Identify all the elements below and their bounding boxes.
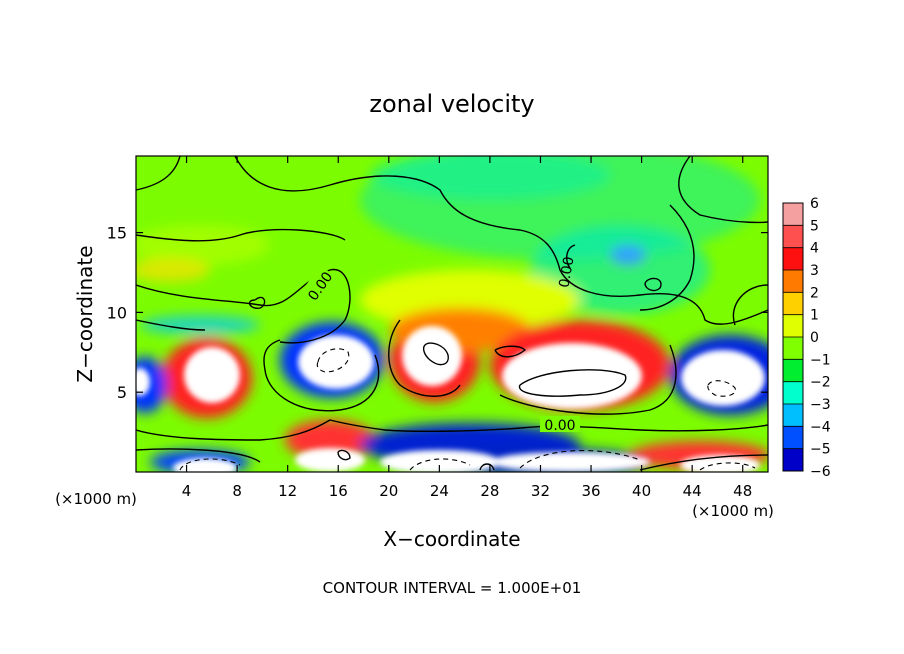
y-axis-label: Z−coordinate bbox=[73, 245, 97, 382]
contour-lines bbox=[136, 156, 768, 471]
colorbar-label: −4 bbox=[810, 419, 831, 435]
x-tick-label: 36 bbox=[581, 482, 600, 500]
x-axis-ticks: 4 8 12 16 20 24 28 32 36 40 44 48 bbox=[182, 156, 752, 500]
colorbar-band bbox=[783, 404, 803, 427]
x-tick-label: 4 bbox=[182, 482, 192, 500]
x-tick-label: 44 bbox=[683, 482, 702, 500]
contour-label: 0.00 bbox=[556, 255, 577, 288]
colorbar-band bbox=[783, 337, 803, 360]
colorbar-band bbox=[783, 314, 803, 338]
x-tick-label: 32 bbox=[531, 482, 550, 500]
y-tick-label: 5 bbox=[117, 383, 127, 402]
contour-label: 0.00 bbox=[544, 418, 575, 434]
y-tick-label: 10 bbox=[107, 303, 127, 322]
y-axis-ticks: 5 10 15 bbox=[107, 224, 768, 402]
colorbar-band bbox=[783, 247, 803, 271]
colorbar-band bbox=[783, 225, 803, 249]
colorbar-label: −5 bbox=[810, 442, 831, 458]
x-tick-label: 12 bbox=[278, 482, 297, 500]
colorbar-label: −2 bbox=[810, 375, 831, 391]
x-axis-label: X−coordinate bbox=[383, 527, 520, 551]
colorbar-label: −1 bbox=[810, 352, 831, 368]
colorbar-band bbox=[783, 270, 803, 293]
colorbar-band bbox=[783, 292, 803, 316]
x-unit-right: (×1000 m) bbox=[692, 502, 774, 520]
colorbar-band bbox=[783, 381, 803, 405]
x-tick-label: 8 bbox=[232, 482, 242, 500]
colorbar: 6 5 4 3 2 1 0 −1 −2 −3 −4 −5 −6 bbox=[782, 196, 831, 480]
colorbar-label: 3 bbox=[810, 263, 819, 279]
x-tick-label: 28 bbox=[480, 482, 499, 500]
x-tick-label: 40 bbox=[632, 482, 651, 500]
colorbar-label: −3 bbox=[810, 397, 831, 413]
colorbar-label: 1 bbox=[810, 308, 819, 324]
colorbar-band bbox=[783, 203, 803, 226]
colorbar-label: 5 bbox=[810, 218, 819, 234]
colorbar-band bbox=[783, 448, 803, 472]
x-tick-label: 20 bbox=[379, 482, 398, 500]
heatmap-field bbox=[136, 156, 768, 472]
colorbar-label: 4 bbox=[810, 241, 819, 257]
contour-lines-negative bbox=[179, 348, 756, 471]
x-tick-label: 16 bbox=[329, 482, 348, 500]
colorbar-band bbox=[783, 426, 803, 450]
x-tick-label: 48 bbox=[733, 482, 752, 500]
plot-frame bbox=[135, 155, 769, 473]
colorbar-band bbox=[783, 359, 803, 383]
x-tick-label: 24 bbox=[430, 482, 449, 500]
colorbar-label: 2 bbox=[810, 285, 819, 301]
x-unit-left: (×1000 m) bbox=[55, 490, 137, 508]
chart-title: zonal velocity bbox=[369, 90, 534, 118]
y-tick-label: 15 bbox=[107, 224, 127, 243]
colorbar-label: 6 bbox=[810, 196, 819, 212]
colorbar-label: 0 bbox=[810, 330, 819, 346]
colorbar-label: −6 bbox=[810, 464, 831, 480]
contour-interval-note: CONTOUR INTERVAL = 1.000E+01 bbox=[323, 579, 582, 597]
